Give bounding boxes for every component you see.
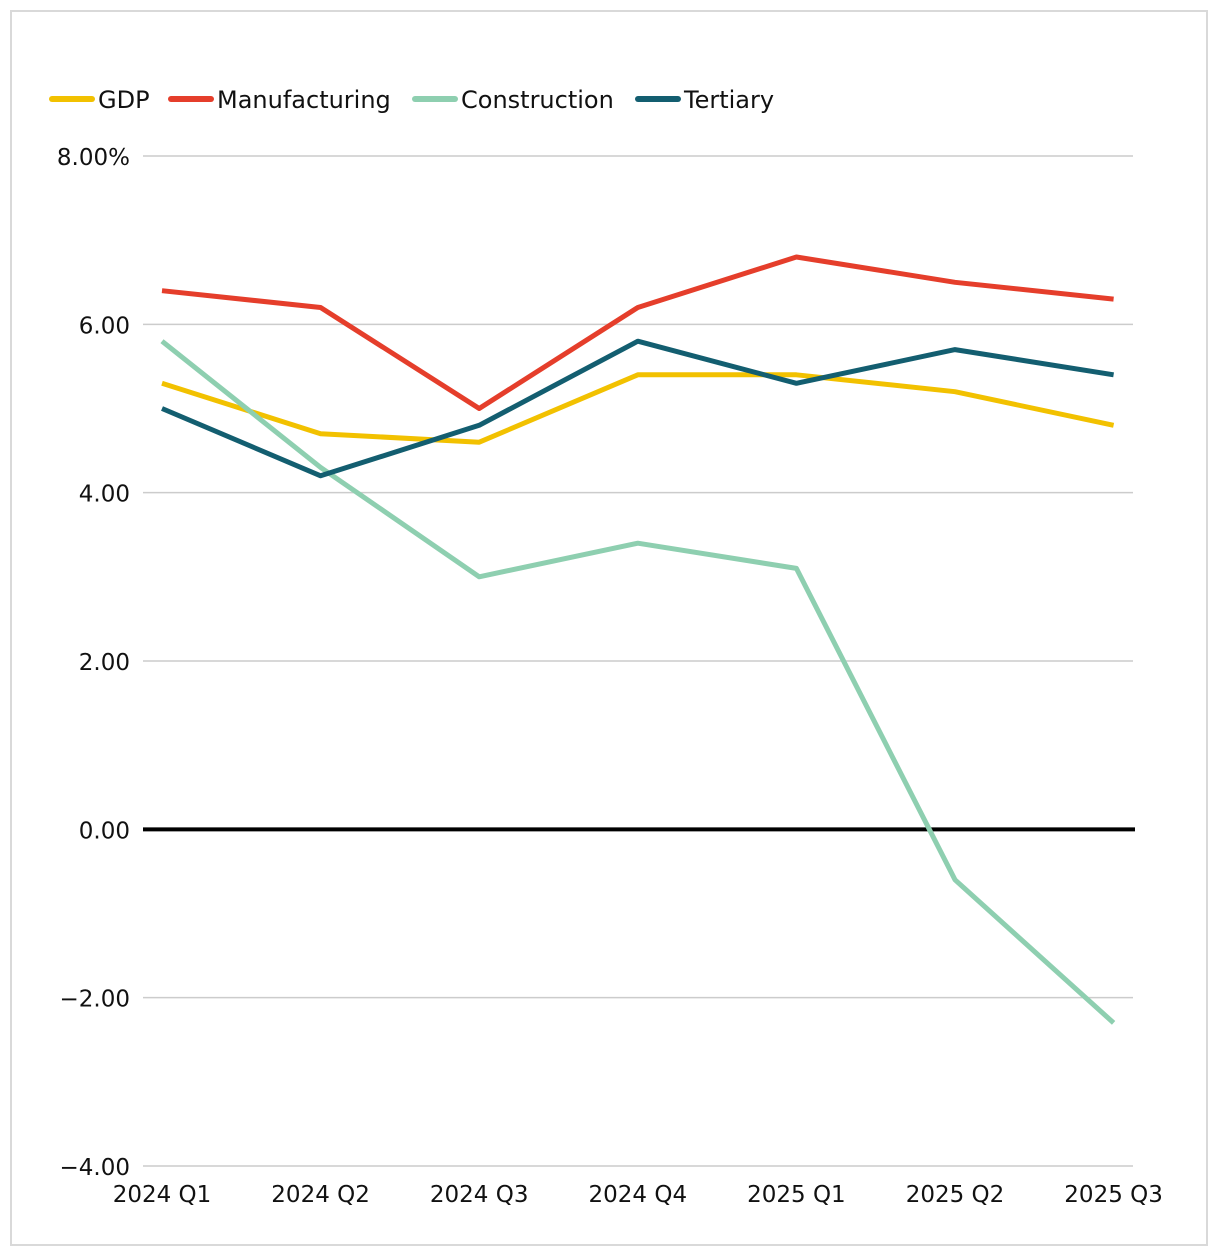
x-tick-label: 2025 Q3 bbox=[1064, 1182, 1163, 1208]
x-axis-tick-labels: 2024 Q1 2024 Q2 2024 Q3 2024 Q4 2025 Q1 2025 … bbox=[113, 1182, 1163, 1208]
x-tick-label: 2024 Q2 bbox=[271, 1182, 370, 1208]
x-tick-label: 2024 Q1 bbox=[113, 1182, 212, 1208]
y-tick-label: −4.00 bbox=[60, 1155, 130, 1181]
series-line-construction bbox=[160, 339, 1116, 1025]
legend-label-tertiary: Tertiary bbox=[683, 86, 774, 114]
series-line-gdp bbox=[161, 372, 1115, 445]
y-tick-label: 6.00 bbox=[79, 313, 130, 339]
series-line-manufacturing bbox=[161, 254, 1114, 411]
legend-label-gdp: GDP bbox=[98, 86, 150, 114]
x-tick-label: 2025 Q1 bbox=[747, 1182, 846, 1208]
gridlines bbox=[143, 155, 1135, 1167]
y-axis-tick-labels: 8.00% 6.00 4.00 2.00 0.00 −2.00 −4.00 bbox=[57, 145, 130, 1181]
y-tick-label: 8.00% bbox=[57, 145, 130, 171]
chart-frame bbox=[10, 10, 1208, 1246]
legend: GDP Manufacturing Construction Tertiary bbox=[49, 86, 774, 114]
y-tick-label: 2.00 bbox=[79, 650, 130, 676]
x-tick-label: 2024 Q3 bbox=[430, 1182, 529, 1208]
y-tick-label: 0.00 bbox=[79, 818, 130, 844]
legend-label-manufacturing: Manufacturing bbox=[217, 86, 391, 114]
x-tick-label: 2024 Q4 bbox=[589, 1182, 688, 1208]
legend-label-construction: Construction bbox=[461, 86, 614, 114]
y-tick-label: 4.00 bbox=[79, 482, 130, 508]
y-tick-label: −2.00 bbox=[60, 987, 130, 1013]
x-tick-label: 2025 Q2 bbox=[906, 1182, 1005, 1208]
series-lines bbox=[160, 254, 1116, 1025]
series-line-tertiary bbox=[161, 338, 1114, 479]
